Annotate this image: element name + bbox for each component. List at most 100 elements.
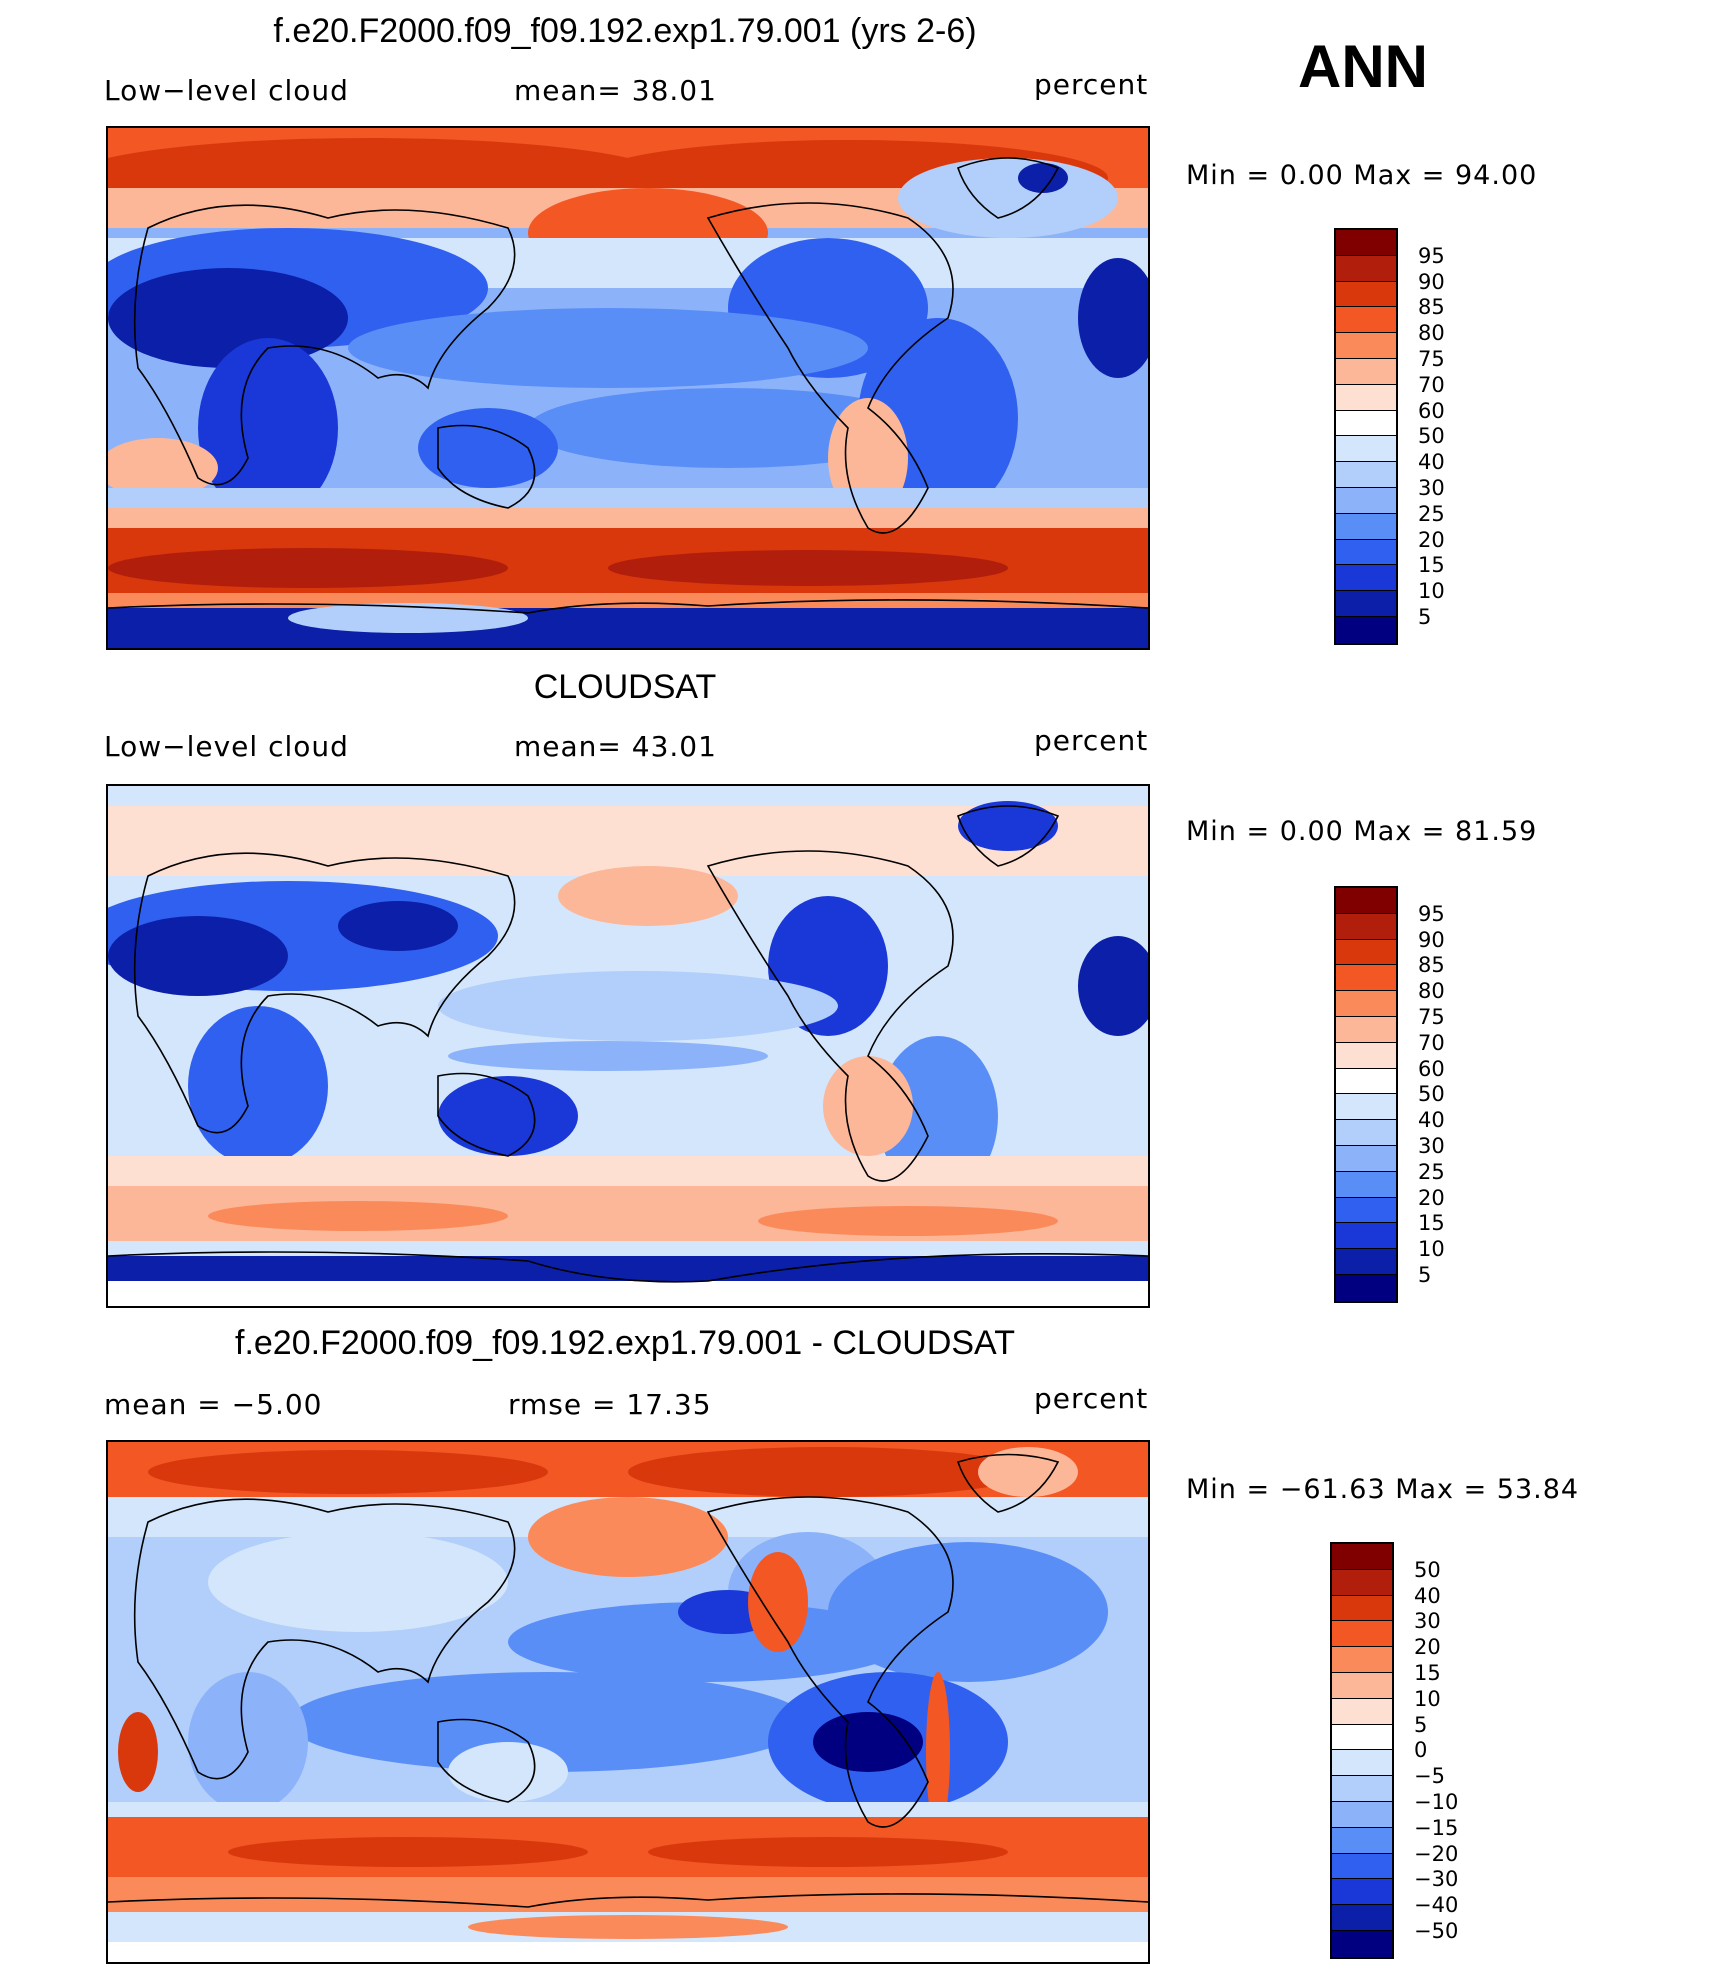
- colorbar-tick-label: 20: [1418, 1185, 1445, 1210]
- colorbar-tick-label: 0: [1414, 1738, 1428, 1763]
- colorbar-tick-label: 60: [1418, 398, 1445, 423]
- colorbar-swatch: [1336, 1249, 1396, 1275]
- panel2-mean: mean= 43.01: [514, 730, 717, 763]
- colorbar-swatch: [1336, 888, 1396, 914]
- panel1-units: percent: [1034, 68, 1149, 101]
- colorbar-tick-label: 5: [1414, 1712, 1428, 1737]
- colorbar-swatch: [1336, 1042, 1396, 1069]
- colorbar-tick-label: −20: [1414, 1841, 1459, 1866]
- panel3-map: [106, 1440, 1150, 1964]
- colorbar-swatch: [1336, 1145, 1396, 1172]
- colorbar-swatch: [1336, 1223, 1396, 1250]
- colorbar-tick-label: 25: [1418, 1159, 1445, 1184]
- colorbar-swatch: [1336, 1016, 1396, 1043]
- colorbar-tick-label: 60: [1418, 1056, 1445, 1081]
- colorbar-tick-label: 85: [1418, 295, 1445, 320]
- colorbar-swatch: [1332, 1647, 1392, 1673]
- colorbar-tick-label: 50: [1414, 1557, 1441, 1582]
- colorbar-swatch: [1332, 1827, 1392, 1854]
- colorbar-swatch: [1336, 1094, 1396, 1121]
- colorbar-tick-label: 5: [1418, 1263, 1432, 1287]
- colorbar-tick-label: 10: [1418, 1237, 1445, 1262]
- panel1-map: [106, 126, 1150, 650]
- colorbar-swatch: [1336, 1171, 1396, 1198]
- colorbar-tick-label: −30: [1414, 1867, 1459, 1892]
- panel3-title: f.e20.F2000.f09_f09.192.exp1.79.001 - CL…: [235, 1324, 1015, 1362]
- colorbar-swatch: [1336, 1120, 1396, 1146]
- panel2-colorbar: 95 90 85 80 75 70 60 50 40 30 25 20 15 10 5: [1334, 886, 1445, 1303]
- colorbar-tick-label: 70: [1418, 372, 1445, 397]
- colorbar-swatch: [1336, 255, 1396, 282]
- panel3-minmax: Min = −61.63 Max = 53.84: [1186, 1474, 1580, 1505]
- colorbar-tick-label: −10: [1414, 1790, 1459, 1814]
- season-label: ANN: [1298, 33, 1428, 100]
- panel2-title: CLOUDSAT: [533, 668, 717, 706]
- colorbar-swatch: [1336, 436, 1396, 463]
- panel2-minmax: Min = 0.00 Max = 81.59: [1186, 816, 1538, 847]
- colorbar-swatch: [1336, 513, 1396, 540]
- panel1-title: f.e20.F2000.f09_f09.192.exp1.79.001 (yrs…: [273, 12, 977, 50]
- colorbar-swatch: [1332, 1776, 1392, 1802]
- colorbar-tick-label: 80: [1418, 321, 1445, 346]
- colorbar-swatch: [1336, 913, 1396, 940]
- colorbar-swatch: [1336, 462, 1396, 488]
- colorbar-swatch: [1336, 1274, 1396, 1301]
- panel1-mean: mean= 38.01: [514, 74, 717, 107]
- colorbar-swatch: [1336, 565, 1396, 592]
- colorbar-tick-label: −40: [1414, 1893, 1459, 1918]
- colorbar-swatch: [1332, 1905, 1392, 1931]
- colorbar-swatch: [1336, 591, 1396, 617]
- colorbar-swatch: [1336, 965, 1396, 992]
- panel2-units: percent: [1034, 724, 1149, 757]
- colorbar-tick-label: 20: [1418, 527, 1445, 552]
- colorbar-swatch: [1332, 1750, 1392, 1777]
- panel1-field-label: Low−level cloud: [104, 74, 349, 107]
- colorbar-tick-label: 95: [1418, 901, 1445, 926]
- panel2-field-label: Low−level cloud: [104, 730, 349, 763]
- colorbar-swatch: [1332, 1801, 1392, 1828]
- colorbar-swatch: [1332, 1724, 1392, 1751]
- colorbar-tick-label: 40: [1418, 450, 1445, 475]
- colorbar-swatch: [1332, 1621, 1392, 1648]
- panel3-mean: mean = −5.00: [104, 1388, 323, 1421]
- colorbar-swatch: [1332, 1672, 1392, 1699]
- colorbar-tick-label: 10: [1414, 1686, 1441, 1711]
- colorbar-tick-label: 30: [1418, 476, 1445, 500]
- colorbar-tick-label: 25: [1418, 501, 1445, 526]
- colorbar-swatch: [1336, 410, 1396, 437]
- colorbar-tick-label: 75: [1418, 347, 1445, 371]
- colorbar-swatch: [1332, 1879, 1392, 1906]
- colorbar-swatch: [1332, 1853, 1392, 1880]
- panel1-colorbar: 95 90 85 80 75 70 60 50 40 30 25 20 15 10 5: [1334, 228, 1445, 645]
- colorbar-tick-label: 90: [1418, 269, 1445, 294]
- colorbar-tick-label: 85: [1418, 953, 1445, 978]
- colorbar-tick-label: 40: [1418, 1108, 1445, 1133]
- panel3-rmse: rmse = 17.35: [508, 1388, 712, 1421]
- panel3-units: percent: [1034, 1382, 1149, 1415]
- colorbar-tick-label: −15: [1414, 1815, 1459, 1840]
- colorbar-swatch: [1336, 307, 1396, 334]
- colorbar-tick-label: 15: [1414, 1661, 1441, 1685]
- colorbar-swatch: [1332, 1569, 1392, 1596]
- colorbar-tick-label: 30: [1414, 1609, 1441, 1634]
- colorbar-tick-label: 50: [1418, 1082, 1445, 1107]
- colorbar-tick-label: 20: [1414, 1635, 1441, 1660]
- colorbar-tick-label: 80: [1418, 979, 1445, 1004]
- colorbar-swatch: [1336, 1197, 1396, 1224]
- colorbar-swatch: [1332, 1698, 1392, 1725]
- colorbar-swatch: [1336, 939, 1396, 966]
- colorbar-swatch: [1332, 1595, 1392, 1622]
- colorbar-swatch: [1336, 384, 1396, 411]
- colorbar-tick-label: 30: [1418, 1134, 1445, 1158]
- colorbar-swatch: [1336, 358, 1396, 385]
- colorbar-tick-label: −5: [1414, 1764, 1445, 1789]
- colorbar-tick-label: 75: [1418, 1005, 1445, 1029]
- colorbar-swatch: [1336, 616, 1396, 643]
- colorbar-swatch: [1336, 1068, 1396, 1095]
- colorbar-tick-label: 10: [1418, 579, 1445, 604]
- colorbar-swatch: [1336, 333, 1396, 359]
- colorbar-tick-label: 95: [1418, 243, 1445, 268]
- colorbar-swatch: [1336, 230, 1396, 256]
- panel3-colorbar: 50 40 30 20 15 10 5 0 −5 −10 −15 −20 −30 −40 −50: [1330, 1542, 1458, 1959]
- colorbar-swatch: [1336, 487, 1396, 514]
